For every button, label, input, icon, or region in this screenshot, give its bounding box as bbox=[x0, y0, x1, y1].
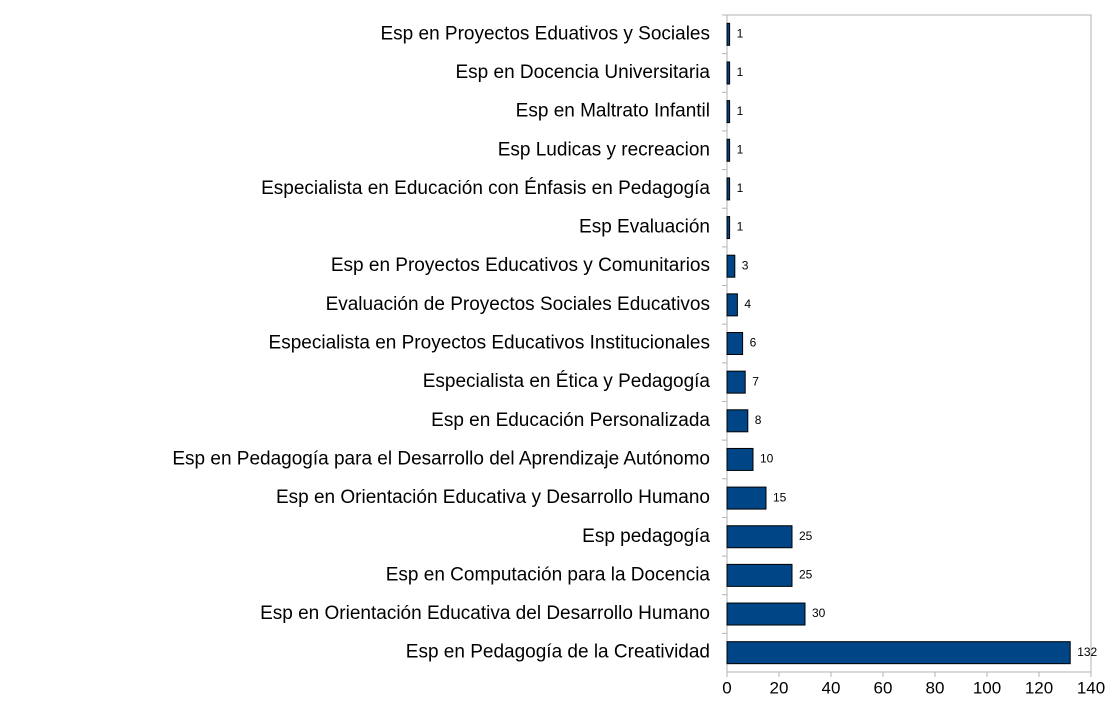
bar bbox=[726, 447, 754, 471]
bar bbox=[726, 293, 738, 317]
data-label: 25 bbox=[799, 568, 813, 582]
y-tick-label: Esp en Educación Personalizada bbox=[431, 410, 710, 431]
y-tick-label: Esp Evaluación bbox=[579, 217, 710, 238]
y-tick-label: Esp en Orientación Educativa y Desarroll… bbox=[276, 487, 710, 508]
x-tick-label: 60 bbox=[874, 678, 893, 697]
x-tick-label: 80 bbox=[926, 678, 945, 697]
y-tick-label: Especialista en Educación con Énfasis en… bbox=[261, 178, 710, 199]
data-label: 7 bbox=[752, 374, 759, 388]
y-tick-label: Esp en Pedagogía para el Desarrollo del … bbox=[172, 448, 710, 469]
bar bbox=[726, 138, 731, 162]
bar bbox=[726, 525, 793, 549]
bar bbox=[726, 641, 1071, 665]
y-tick-label: Evaluación de Proyectos Sociales Educati… bbox=[326, 294, 710, 315]
x-tick-label: 140 bbox=[1077, 678, 1105, 697]
y-tick-label: Esp en Docencia Universitaria bbox=[455, 62, 710, 83]
y-tick-label: Esp en Pedagogía de la Creatividad bbox=[406, 642, 710, 663]
bar bbox=[726, 177, 731, 201]
y-tick-label: Esp en Proyectos Eduativos y Sociales bbox=[380, 23, 710, 44]
y-tick-label: Esp en Maltrato Infantil bbox=[516, 101, 710, 122]
bar bbox=[726, 216, 731, 240]
bar bbox=[726, 563, 793, 587]
data-label: 1 bbox=[737, 104, 744, 118]
y-tick-label: Esp pedagogía bbox=[582, 526, 710, 547]
bar bbox=[726, 100, 731, 124]
x-tick-label: 40 bbox=[822, 678, 841, 697]
x-tick-label: 100 bbox=[973, 678, 1001, 697]
data-label: 4 bbox=[744, 297, 751, 311]
y-tick-label: Especialista en Ética y Pedagogía bbox=[423, 371, 711, 392]
data-label: 6 bbox=[750, 336, 757, 350]
bar bbox=[726, 370, 746, 394]
bar bbox=[726, 409, 749, 433]
data-label: 3 bbox=[742, 258, 749, 272]
data-label: 30 bbox=[812, 606, 826, 620]
y-tick-label: Especialista en Proyectos Educativos Ins… bbox=[269, 333, 710, 354]
bar bbox=[726, 254, 736, 278]
data-label: 1 bbox=[737, 220, 744, 234]
data-label: 8 bbox=[755, 413, 762, 427]
data-label: 132 bbox=[1077, 645, 1097, 659]
data-label: 1 bbox=[737, 65, 744, 79]
x-tick-label: 120 bbox=[1025, 678, 1053, 697]
y-tick-label: Esp en Proyectos Educativos y Comunitari… bbox=[331, 255, 710, 276]
bar bbox=[726, 486, 767, 510]
data-label: 1 bbox=[737, 181, 744, 195]
data-label: 10 bbox=[760, 452, 774, 466]
bar bbox=[726, 22, 731, 46]
y-tick-label: Esp en Computación para la Docencia bbox=[386, 564, 711, 585]
x-tick-label: 20 bbox=[770, 678, 789, 697]
bar bbox=[726, 602, 806, 626]
x-tick-label: 0 bbox=[722, 678, 731, 697]
y-tick-label: Esp Ludicas y recreacion bbox=[498, 139, 710, 160]
data-label: 15 bbox=[773, 490, 787, 504]
data-label: 1 bbox=[737, 142, 744, 156]
bar bbox=[726, 332, 744, 355]
bar bbox=[726, 61, 731, 85]
y-tick-label: Esp en Orientación Educativa del Desarro… bbox=[260, 603, 710, 624]
data-label: 25 bbox=[799, 529, 813, 543]
data-label: 1 bbox=[737, 26, 744, 40]
